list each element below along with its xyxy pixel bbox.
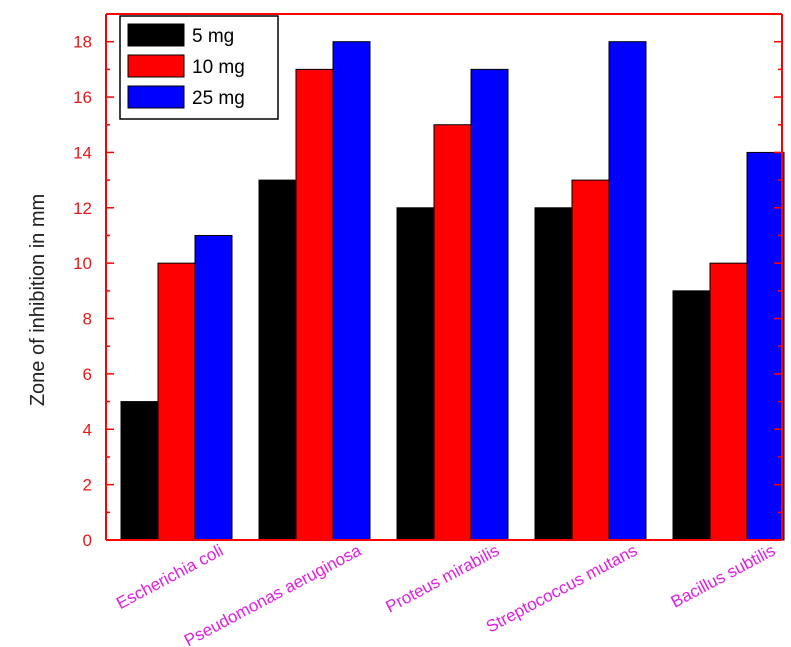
y-tick-label: 8	[83, 310, 92, 329]
bar	[433, 124, 472, 541]
legend-label: 10 mg	[192, 57, 245, 78]
legend-swatch	[127, 54, 185, 78]
bar	[608, 41, 647, 541]
bar	[534, 207, 573, 541]
category-label: Bacillus subtilis	[668, 541, 779, 612]
bar	[571, 179, 610, 541]
legend-swatch	[127, 23, 185, 47]
legend: 5 mg 10 mg 25 mg	[119, 15, 279, 120]
y-tick-label: 6	[83, 365, 92, 384]
bar	[746, 151, 785, 541]
bar	[709, 262, 748, 541]
category-label: Proteus mirabilis	[383, 541, 503, 617]
bar	[332, 41, 371, 541]
legend-swatch	[127, 85, 185, 109]
bar	[672, 290, 711, 541]
bar	[120, 401, 159, 541]
bar	[258, 179, 297, 541]
bar	[295, 68, 334, 541]
y-tick-label: 2	[83, 476, 92, 495]
category-label: Streptococcus mutans	[483, 541, 640, 637]
bar	[470, 68, 509, 541]
y-tick-label: 12	[73, 199, 92, 218]
category-label: Escherichia coli	[113, 541, 226, 613]
y-tick-label: 10	[73, 254, 92, 273]
legend-label: 25 mg	[192, 88, 245, 109]
y-tick-label: 18	[73, 33, 92, 52]
bar	[157, 262, 196, 541]
y-tick-label: 16	[73, 88, 92, 107]
y-axis-title: Zone of inhibition in mm	[27, 194, 49, 406]
y-tick-label: 4	[83, 420, 92, 439]
y-tick-label: 0	[83, 531, 92, 550]
axes-group	[105, 13, 783, 541]
y-tick-label: 14	[73, 143, 92, 162]
legend-label: 5 mg	[192, 26, 234, 47]
bars-group	[120, 41, 785, 541]
bar	[396, 207, 435, 541]
y-ticks-group: 0 2 4 6 8 10 12 14 16 18	[73, 13, 782, 550]
bar	[194, 234, 233, 541]
